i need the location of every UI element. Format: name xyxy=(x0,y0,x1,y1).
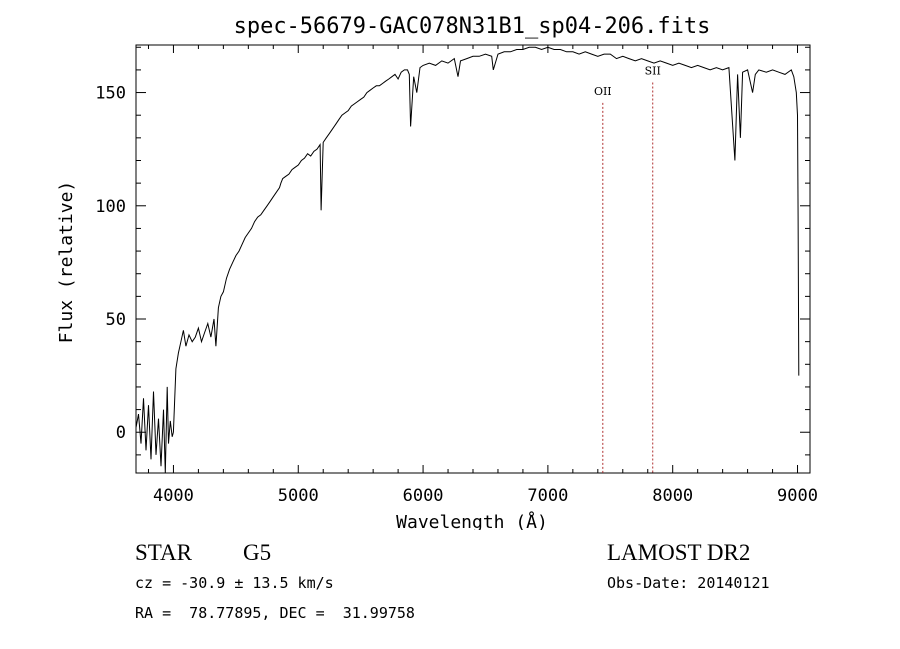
x-tick-label: 9000 xyxy=(777,486,818,506)
survey-name: LAMOST DR2 xyxy=(607,540,751,565)
y-tick-label: 150 xyxy=(95,84,126,104)
x-tick-label: 8000 xyxy=(652,486,693,506)
spectrum-chart: spec-56679-GAC078N31B1_sp04-206.fits OII… xyxy=(56,14,818,530)
y-tick-label: 0 xyxy=(116,423,126,443)
x-tick-label: 7000 xyxy=(527,486,568,506)
x-tick-label: 4000 xyxy=(153,486,194,506)
y-tick-label: 50 xyxy=(106,310,126,330)
y-axis-label: Flux (relative) xyxy=(56,181,77,344)
coordinates-text: RA = 78.77895, DEC = 31.99758 xyxy=(135,604,415,622)
plot-frame xyxy=(135,44,811,474)
x-tick-label: 5000 xyxy=(278,486,319,506)
x-axis-label: Wavelength (Å) xyxy=(396,511,548,530)
spectrum-series-line xyxy=(135,46,800,474)
object-subclass: G5 xyxy=(243,540,272,565)
emission-line-markers: OII SII xyxy=(594,64,661,473)
emission-line-label: SII xyxy=(645,64,661,77)
obs-date-text: Obs-Date: 20140121 xyxy=(607,574,770,592)
y-tick-label: 100 xyxy=(95,197,126,217)
x-axis-ticks: 4000 5000 6000 7000 8000 9000 xyxy=(147,45,818,506)
emission-line-label: OII xyxy=(594,85,612,98)
redshift-text: cz = -30.9 ± 13.5 km/s xyxy=(135,574,334,592)
object-class: STAR xyxy=(135,540,192,565)
y-axis-ticks: 0 50 100 150 xyxy=(95,46,810,456)
chart-title: spec-56679-GAC078N31B1_sp04-206.fits xyxy=(234,14,711,39)
x-tick-label: 6000 xyxy=(403,486,444,506)
